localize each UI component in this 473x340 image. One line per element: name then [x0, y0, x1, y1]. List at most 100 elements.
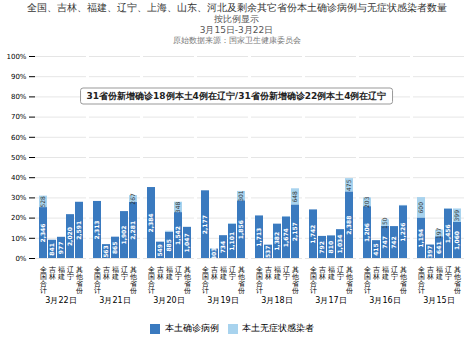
svg-text:其他省份: 其他省份	[346, 266, 353, 295]
svg-text:60%: 60%	[11, 134, 27, 142]
svg-text:其他省份: 其他省份	[76, 266, 83, 295]
svg-text:2,020: 2,020	[66, 227, 73, 246]
svg-text:841: 841	[48, 243, 55, 256]
svg-text:2,281: 2,281	[129, 221, 136, 240]
svg-text:3月22日: 3月22日	[45, 296, 76, 305]
svg-text:全国合计: 全国合计	[94, 266, 101, 295]
svg-text:2,346: 2,346	[39, 224, 46, 243]
svg-text:1,226: 1,226	[399, 223, 406, 242]
svg-text:其他省份: 其他省份	[184, 266, 191, 295]
svg-text:2,313: 2,313	[93, 220, 100, 239]
svg-text:1,856: 1,856	[237, 220, 244, 239]
svg-text:397: 397	[426, 245, 433, 258]
svg-text:其他省份: 其他省份	[130, 266, 137, 295]
svg-text:福建: 福建	[381, 266, 389, 281]
svg-text:348: 348	[174, 202, 181, 214]
svg-text:1,902: 1,902	[120, 226, 127, 245]
svg-text:528: 528	[39, 196, 46, 208]
svg-text:1,674: 1,674	[282, 228, 289, 247]
svg-text:吉林: 吉林	[264, 266, 272, 281]
svg-text:2,388: 2,388	[345, 216, 352, 235]
svg-text:70%: 70%	[11, 113, 27, 121]
svg-text:301: 301	[237, 190, 244, 202]
svg-text:1,034: 1,034	[336, 235, 343, 254]
svg-text:3月18日: 3月18日	[261, 296, 292, 305]
svg-text:吉林: 吉林	[372, 266, 380, 281]
svg-text:吉林: 吉林	[156, 266, 164, 281]
svg-text:福建: 福建	[435, 266, 443, 281]
svg-text:吉林: 吉林	[102, 266, 110, 281]
svg-text:90%: 90%	[11, 73, 27, 81]
svg-text:全国合计: 全国合计	[40, 266, 47, 295]
svg-text:475: 475	[345, 179, 352, 191]
svg-text:1,382: 1,382	[273, 232, 280, 251]
svg-text:其他省份: 其他省份	[238, 266, 245, 295]
svg-text:2,384: 2,384	[147, 214, 154, 233]
svg-text:0%: 0%	[15, 255, 26, 263]
svg-text:549: 549	[156, 244, 163, 257]
svg-text:810: 810	[327, 241, 334, 254]
svg-text:福建: 福建	[57, 266, 65, 281]
svg-text:977: 977	[57, 242, 64, 255]
svg-text:2,591: 2,591	[75, 221, 82, 240]
svg-text:1,101: 1,101	[228, 232, 235, 251]
svg-text:2,177: 2,177	[201, 215, 208, 234]
svg-text:福建: 福建	[111, 266, 119, 281]
svg-text:1,456: 1,456	[444, 224, 451, 243]
svg-text:3月16日: 3月16日	[369, 296, 400, 305]
svg-text:885: 885	[165, 239, 172, 252]
svg-text:吉林: 吉林	[426, 266, 434, 281]
svg-text:1,060: 1,060	[453, 231, 460, 250]
svg-text:3月21日: 3月21日	[99, 296, 130, 305]
svg-text:1,047: 1,047	[183, 233, 190, 252]
svg-text:742: 742	[390, 236, 397, 249]
svg-text:150: 150	[381, 217, 388, 229]
svg-text:267: 267	[129, 193, 136, 205]
svg-text:辽宁: 辽宁	[121, 266, 128, 281]
svg-text:其他省份: 其他省份	[292, 266, 299, 295]
svg-text:40%: 40%	[11, 174, 27, 182]
svg-text:50%: 50%	[11, 154, 27, 162]
svg-text:3月20日: 3月20日	[153, 296, 184, 305]
svg-text:2,157: 2,157	[291, 222, 298, 241]
svg-text:辽宁: 辽宁	[283, 266, 290, 281]
svg-text:3月15日: 3月15日	[423, 296, 454, 305]
svg-text:辽宁: 辽宁	[337, 266, 344, 281]
svg-text:197: 197	[435, 227, 442, 239]
svg-text:辽宁: 辽宁	[391, 266, 398, 281]
svg-text:648: 648	[291, 191, 298, 203]
svg-text:全国合计: 全国合计	[310, 266, 317, 295]
svg-text:537: 537	[264, 246, 271, 259]
svg-text:1,194: 1,194	[417, 229, 424, 248]
svg-text:吉林: 吉林	[48, 266, 56, 281]
svg-text:10%: 10%	[11, 235, 27, 243]
svg-text:203: 203	[363, 196, 370, 208]
svg-text:福建: 福建	[165, 266, 173, 281]
svg-text:1,542: 1,542	[174, 226, 181, 245]
svg-text:福建: 福建	[273, 266, 281, 281]
svg-text:全国合计: 全国合计	[418, 266, 425, 295]
svg-text:全国合计: 全国合计	[202, 266, 209, 295]
svg-text:福建: 福建	[327, 266, 335, 281]
svg-text:641: 641	[435, 241, 442, 254]
svg-text:80%: 80%	[11, 93, 27, 101]
svg-text:734: 734	[219, 241, 226, 254]
svg-text:415: 415	[372, 243, 379, 256]
svg-text:865: 865	[111, 242, 118, 255]
svg-text:1,742: 1,742	[309, 225, 316, 244]
svg-text:1,206: 1,206	[363, 223, 370, 242]
svg-text:全国合计: 全国合计	[364, 266, 371, 295]
svg-text:吉林: 吉林	[210, 266, 218, 281]
svg-text:399: 399	[453, 210, 460, 222]
svg-text:吉林: 吉林	[318, 266, 326, 281]
svg-text:辽宁: 辽宁	[229, 266, 236, 281]
svg-text:30%: 30%	[11, 194, 27, 202]
svg-text:1,713: 1,713	[255, 228, 262, 247]
svg-text:其他省份: 其他省份	[454, 266, 461, 295]
svg-text:563: 563	[102, 245, 109, 258]
svg-text:303: 303	[210, 248, 217, 261]
svg-text:792: 792	[318, 241, 325, 254]
svg-text:100%: 100%	[6, 53, 26, 61]
svg-text:全国合计: 全国合计	[256, 266, 263, 295]
svg-text:3月17日: 3月17日	[315, 296, 346, 305]
